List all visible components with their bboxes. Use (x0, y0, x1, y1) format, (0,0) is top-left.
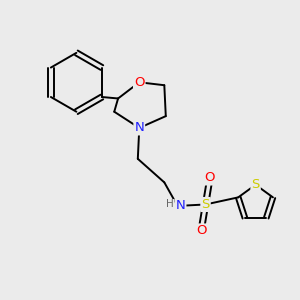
Text: O: O (134, 76, 145, 89)
Text: N: N (134, 122, 144, 134)
Text: N: N (176, 200, 185, 212)
Text: H: H (166, 200, 174, 209)
Text: S: S (201, 198, 210, 211)
Text: S: S (251, 178, 260, 191)
Text: O: O (205, 172, 215, 184)
Text: O: O (196, 224, 206, 238)
